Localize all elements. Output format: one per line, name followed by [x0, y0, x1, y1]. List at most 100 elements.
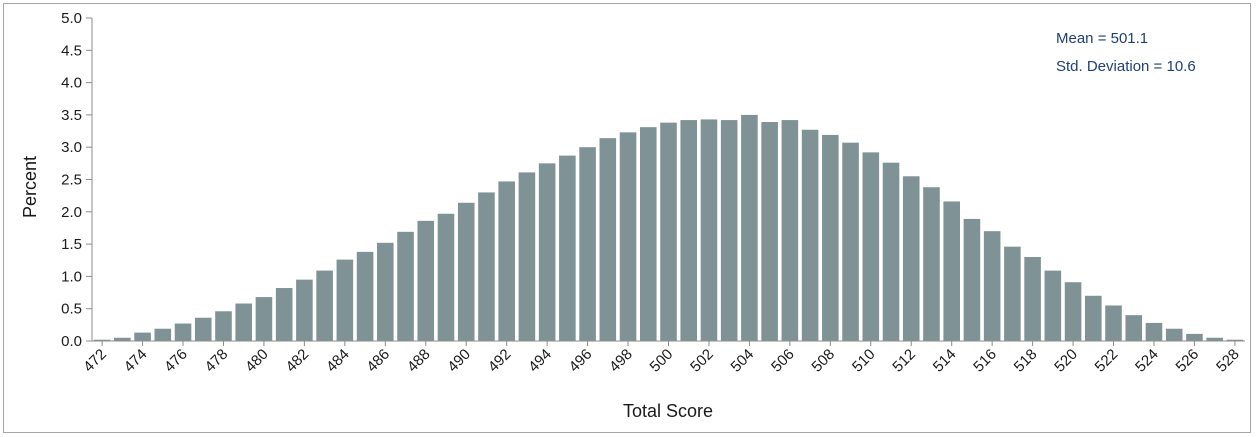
- x-tick-label: 520: [1051, 346, 1081, 376]
- x-tick-label: 494: [525, 346, 555, 376]
- bar: [599, 138, 617, 341]
- y-tick-label: 1.5: [61, 236, 82, 253]
- x-tick-label: 474: [121, 346, 151, 376]
- x-tick-label: 522: [1092, 346, 1122, 376]
- bar: [619, 132, 637, 341]
- x-tick-label: 484: [323, 346, 353, 376]
- y-tick-label: 0.0: [61, 333, 82, 350]
- y-tick-label: 1.0: [61, 268, 82, 285]
- x-tick-label: 512: [889, 346, 919, 376]
- bar: [1004, 246, 1021, 341]
- bar: [134, 332, 151, 341]
- y-axis-title: Percent: [20, 156, 40, 218]
- x-tick-label: 502: [687, 346, 717, 376]
- bar: [478, 192, 495, 341]
- bar: [1145, 322, 1163, 341]
- bar: [862, 152, 880, 341]
- bar: [983, 231, 1001, 341]
- bar: [1125, 315, 1143, 341]
- x-tick-label: 526: [1173, 346, 1203, 376]
- bar: [842, 142, 859, 341]
- bar: [660, 122, 677, 342]
- y-tick-label: 0.5: [61, 301, 82, 318]
- x-tick-label: 482: [283, 346, 313, 376]
- x-tick-label: 516: [970, 346, 1000, 376]
- bar: [1226, 339, 1244, 341]
- x-tick-label: 500: [647, 346, 677, 376]
- bar: [174, 323, 192, 341]
- bar: [316, 270, 333, 341]
- x-tick-label: 480: [242, 346, 272, 376]
- y-tick-label: 3.0: [61, 139, 82, 156]
- std-deviation-label: Std. Deviation = 10.6: [1056, 58, 1196, 75]
- bar: [1206, 337, 1223, 341]
- x-tick-label: 492: [485, 346, 515, 376]
- bar: [377, 242, 394, 341]
- bar: [1044, 270, 1062, 341]
- bar: [923, 187, 940, 341]
- bar: [559, 155, 576, 341]
- x-tick-label: 496: [566, 346, 596, 376]
- bar: [154, 328, 172, 341]
- x-tick-label: 498: [606, 346, 636, 376]
- bar: [943, 201, 960, 341]
- bar: [761, 122, 778, 341]
- bar: [781, 120, 799, 341]
- bar: [417, 220, 435, 341]
- bar: [356, 251, 374, 341]
- x-tick-label: 478: [202, 346, 232, 376]
- bar: [457, 202, 475, 341]
- y-tick-label: 4.5: [61, 42, 82, 59]
- bar: [235, 303, 253, 341]
- y-tick-label: 2.0: [61, 204, 82, 221]
- bar: [579, 147, 596, 341]
- bar: [639, 127, 657, 341]
- x-axis-title: Total Score: [623, 401, 713, 421]
- bar: [1064, 282, 1082, 341]
- bar: [822, 134, 839, 341]
- x-tick-label: 488: [404, 346, 434, 376]
- bar: [1165, 328, 1183, 341]
- bar: [215, 311, 232, 341]
- x-tick-label: 518: [1011, 346, 1041, 376]
- bar: [700, 119, 718, 341]
- x-tick-label: 506: [768, 346, 798, 376]
- bar: [296, 279, 313, 341]
- bar: [902, 176, 920, 341]
- bar: [194, 317, 212, 341]
- x-tick-label: 524: [1132, 346, 1162, 376]
- x-tick-label: 472: [80, 346, 110, 376]
- x-tick-label: 504: [728, 346, 758, 376]
- bar: [437, 213, 455, 341]
- bar: [882, 162, 900, 341]
- bar: [518, 172, 536, 341]
- x-tick-label: 508: [808, 346, 838, 376]
- bar: [255, 297, 273, 341]
- x-axis-ticks: 472 474 476 478 480 482 484 486 488 490 492 494 496 4…: [80, 341, 1243, 376]
- bar: [741, 114, 758, 342]
- x-tick-label: 476: [161, 346, 191, 376]
- bar: [275, 288, 293, 341]
- bar: [1105, 305, 1122, 341]
- bar: [801, 129, 819, 341]
- mean-label: Mean = 501.1: [1056, 30, 1148, 47]
- x-tick-label: 528: [1213, 346, 1243, 376]
- bar: [93, 339, 111, 341]
- y-tick-label: 3.5: [61, 107, 82, 124]
- y-tick-label: 5.0: [61, 10, 82, 27]
- y-tick-label: 2.5: [61, 172, 82, 189]
- bar: [336, 259, 354, 341]
- x-tick-label: 510: [849, 346, 879, 376]
- bar: [498, 181, 515, 341]
- bar: [1085, 295, 1102, 341]
- y-tick-label: 4.0: [61, 75, 82, 92]
- bar: [1186, 333, 1203, 341]
- x-tick-label: 490: [444, 346, 474, 376]
- bar: [397, 231, 414, 341]
- stats-box: Mean = 501.1 Std. Deviation = 10.6: [1048, 18, 1228, 86]
- bar: [720, 120, 738, 341]
- x-tick-label: 486: [363, 346, 393, 376]
- bar: [1024, 257, 1041, 341]
- bar: [114, 337, 131, 341]
